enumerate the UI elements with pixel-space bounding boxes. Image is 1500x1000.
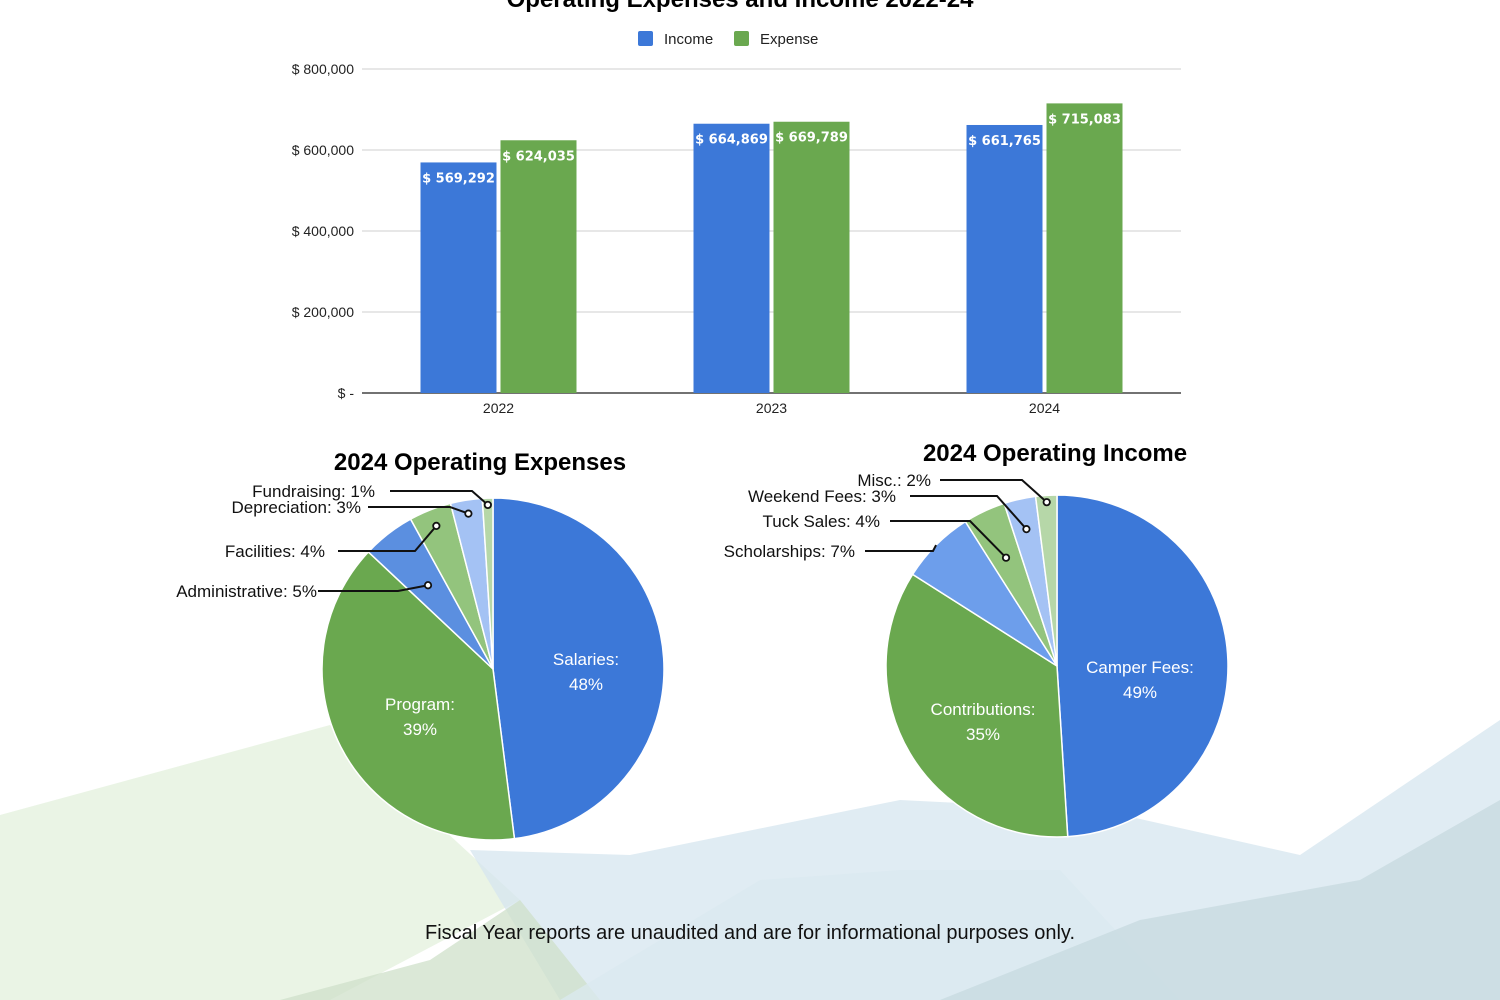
x-tick-label: 2024 xyxy=(1029,400,1060,416)
income-pie-title: 2024 Operating Income xyxy=(923,440,1187,467)
bars: $ 569,292 $ 624,035 $ 664,869 $ 669,789 $ 66… xyxy=(420,103,1123,394)
callout-dot xyxy=(464,509,473,518)
legend: Income Expense xyxy=(638,31,818,48)
bar-income-2024 xyxy=(966,124,1043,394)
x-tick-label: 2022 xyxy=(483,400,514,416)
slice-label: Program: xyxy=(385,695,455,714)
bar-value-label: $ 669,789 xyxy=(775,131,848,146)
legend-label-income: Income xyxy=(664,31,713,48)
callout-line xyxy=(390,490,489,506)
slice-label: Contributions: xyxy=(931,700,1036,719)
callout-line xyxy=(940,479,1048,503)
bar-value-label: $ 715,083 xyxy=(1048,112,1121,127)
callout-label: Depreciation: 3% xyxy=(232,498,361,517)
callout-dot xyxy=(1022,525,1031,534)
bar-expense-2024 xyxy=(1046,103,1123,393)
pie-slice-contributions xyxy=(885,573,1069,838)
pie-slice-fundraising xyxy=(481,497,494,670)
bar-income-2022 xyxy=(420,162,497,393)
y-tick-labels: $ - $ 200,000 $ 400,000 $ 600,000 $ 800,000 xyxy=(292,61,355,401)
callout-label: Misc.: 2% xyxy=(857,471,931,490)
callout-dot xyxy=(1042,498,1051,507)
callout-label: Scholarships: 7% xyxy=(724,542,855,561)
callout-line xyxy=(368,506,469,515)
bar-income-2023 xyxy=(693,123,770,393)
y-tick-label: $ 600,000 xyxy=(292,142,354,158)
callout-dot xyxy=(483,500,492,510)
callout-label: Facilities: 4% xyxy=(225,542,325,561)
callout-label: Weekend Fees: 3% xyxy=(748,487,896,506)
x-tick-labels: 2022 2023 2024 xyxy=(483,400,1060,416)
y-tick-label: $ - xyxy=(338,385,355,401)
legend-swatch-income xyxy=(638,31,653,46)
bar-chart-title: Operating Expenses and Income 2022-24 xyxy=(507,0,975,13)
callout-label: Fundraising: 1% xyxy=(252,482,375,501)
callout-dot xyxy=(1001,553,1011,562)
bar-value-label: $ 661,765 xyxy=(968,134,1041,149)
slice-percent-label: 49% xyxy=(1123,683,1157,702)
pie-slice-salaries xyxy=(492,497,665,840)
y-tick-label: $ 200,000 xyxy=(292,304,354,320)
callout-line xyxy=(890,520,1007,559)
callout-line xyxy=(338,525,438,552)
expenses-pie-chart: 2024 Operating Expenses Salaries: 48% Prog… xyxy=(176,449,665,841)
slice-label: Salaries: xyxy=(553,650,619,669)
y-gridlines xyxy=(362,68,1181,394)
slice-percent-label: 39% xyxy=(403,720,437,739)
callout-dot xyxy=(432,521,441,531)
pie-slice-misc- xyxy=(1034,494,1058,667)
x-tick-label: 2023 xyxy=(756,400,787,416)
y-tick-label: $ 800,000 xyxy=(292,61,354,77)
callout-label: Tuck Sales: 4% xyxy=(763,512,880,531)
background-shape xyxy=(940,800,1500,1000)
slice-percent-label: 35% xyxy=(966,725,1000,744)
bar-value-label: $ 624,035 xyxy=(502,149,575,164)
legend-label-expense: Expense xyxy=(760,31,818,48)
expenses-pie-slices xyxy=(321,497,665,841)
background-shape xyxy=(280,900,600,1000)
callout-line xyxy=(910,495,1028,530)
income-pie-labels: Camper Fees: 49% Contributions: 35% Scholars… xyxy=(724,471,1194,744)
callout-line xyxy=(318,584,429,592)
callout-label: Administrative: 5% xyxy=(176,582,317,601)
legend-swatch-expense xyxy=(734,31,749,46)
callout-dot xyxy=(423,581,433,590)
footnote: Fiscal Year reports are unaudited and ar… xyxy=(424,922,1075,944)
income-pie-slices xyxy=(885,494,1229,838)
bar-expense-2023 xyxy=(773,121,850,393)
slice-percent-label: 48% xyxy=(569,675,603,694)
pie-slice-camper-fees xyxy=(1056,494,1229,838)
income-pie-chart: 2024 Operating Income Camper Fees: 49% Con… xyxy=(724,440,1229,838)
expenses-pie-labels: Salaries: 48% Program: 39% Administrative: 5… xyxy=(176,482,619,739)
callout-line xyxy=(865,544,937,552)
y-tick-label: $ 400,000 xyxy=(292,223,354,239)
slice-label: Camper Fees: xyxy=(1086,658,1194,677)
pie-slice-program xyxy=(321,550,516,841)
bar-chart: Operating Expenses and Income 2022-24 In… xyxy=(292,0,1181,416)
bar-value-label: $ 569,292 xyxy=(422,171,495,186)
bar-value-label: $ 664,869 xyxy=(695,133,768,148)
expenses-pie-title: 2024 Operating Expenses xyxy=(334,449,626,476)
bar-expense-2022 xyxy=(500,140,577,393)
